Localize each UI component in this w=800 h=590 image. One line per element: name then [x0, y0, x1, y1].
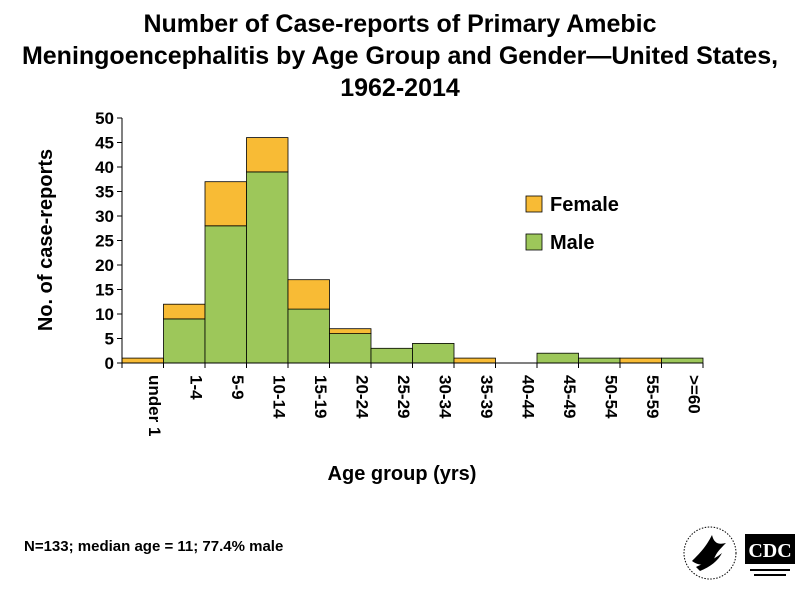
- bar-male-50-54: [578, 357, 621, 364]
- bar-female-1-4: [163, 303, 206, 320]
- chart-title: Number of Case-reports of Primary Amebic…: [21, 10, 779, 102]
- bar-male-20-24: [329, 333, 372, 364]
- bar-male-30-34: [412, 342, 455, 364]
- legend: Female Male: [525, 194, 619, 254]
- legend-label-female: Female: [550, 194, 619, 216]
- x-axis-title: Age group (yrs): [328, 463, 477, 485]
- x-tick-label-5-9: 5-9: [228, 375, 247, 400]
- bar-male-5-9: [204, 225, 247, 364]
- x-tick-label-1-4: 1-4: [186, 375, 205, 400]
- x-tick-label-25-29: 25-29: [394, 375, 413, 418]
- y-tick-label-30: 30: [95, 207, 114, 226]
- legend-label-male: Male: [550, 232, 594, 254]
- bar-female-15-19: [287, 279, 330, 310]
- cdc-logo: CDC: [745, 534, 795, 576]
- x-tick-label-45-49: 45-49: [560, 375, 579, 418]
- y-tick-label-25: 25: [95, 232, 114, 251]
- cdc-logo-text: CDC: [748, 540, 791, 562]
- bar-male-1-4: [163, 318, 206, 364]
- x-tick-label-20-24: 20-24: [352, 375, 371, 419]
- x-tick-label-15-19: 15-19: [311, 375, 330, 418]
- y-tick-label-50: 50: [95, 109, 114, 128]
- legend-swatch-female: [525, 195, 543, 213]
- bar-female-10-14: [246, 137, 289, 173]
- x-tick-label-60: >=60: [684, 375, 703, 414]
- x-tick-label-40-44: 40-44: [518, 375, 537, 419]
- y-axis-title: No. of case-reports: [35, 149, 57, 331]
- hhs-eagle-logo: [683, 526, 737, 580]
- bar-female-20-24: [329, 328, 372, 335]
- bar-male-15-19: [287, 308, 330, 364]
- bars-group: [121, 137, 704, 364]
- y-tick-labels: 0 5 10 15 20 25 30 35 40 45 50: [95, 109, 114, 373]
- x-tick-labels: under 1 1-4 5-9 10-14 15-19 20-24 25-29 30-34 35…: [145, 375, 704, 436]
- x-tick-label-50-54: 50-54: [601, 375, 620, 419]
- bar-female-5-9: [204, 181, 247, 227]
- bar-male-60: [661, 357, 704, 364]
- y-tick-label-5: 5: [105, 330, 114, 349]
- y-tick-label-0: 0: [105, 354, 114, 373]
- y-tick-label-35: 35: [95, 183, 114, 202]
- x-tick-label-10-14: 10-14: [269, 375, 288, 419]
- bar-male-10-14: [246, 171, 289, 364]
- legend-swatch-male: [525, 233, 543, 251]
- x-tick-label-35-39: 35-39: [477, 375, 496, 418]
- bar-female-under-1: [121, 357, 164, 364]
- y-tick-label-15: 15: [95, 281, 114, 300]
- axes-group: [117, 117, 704, 368]
- bar-female-55-59: [619, 357, 662, 364]
- y-tick-label-40: 40: [95, 158, 114, 177]
- y-tick-label-45: 45: [95, 134, 114, 153]
- x-tick-label-under-1: under 1: [145, 375, 164, 436]
- footnote: N=133; median age = 11; 77.4% male: [24, 538, 284, 555]
- x-tick-label-55-59: 55-59: [643, 375, 662, 418]
- bar-male-25-29: [370, 347, 413, 364]
- y-tick-label-10: 10: [95, 305, 114, 324]
- y-tick-label-20: 20: [95, 256, 114, 275]
- x-tick-label-30-34: 30-34: [435, 375, 454, 419]
- bar-female-35-39: [453, 357, 496, 364]
- bar-male-45-49: [536, 352, 579, 364]
